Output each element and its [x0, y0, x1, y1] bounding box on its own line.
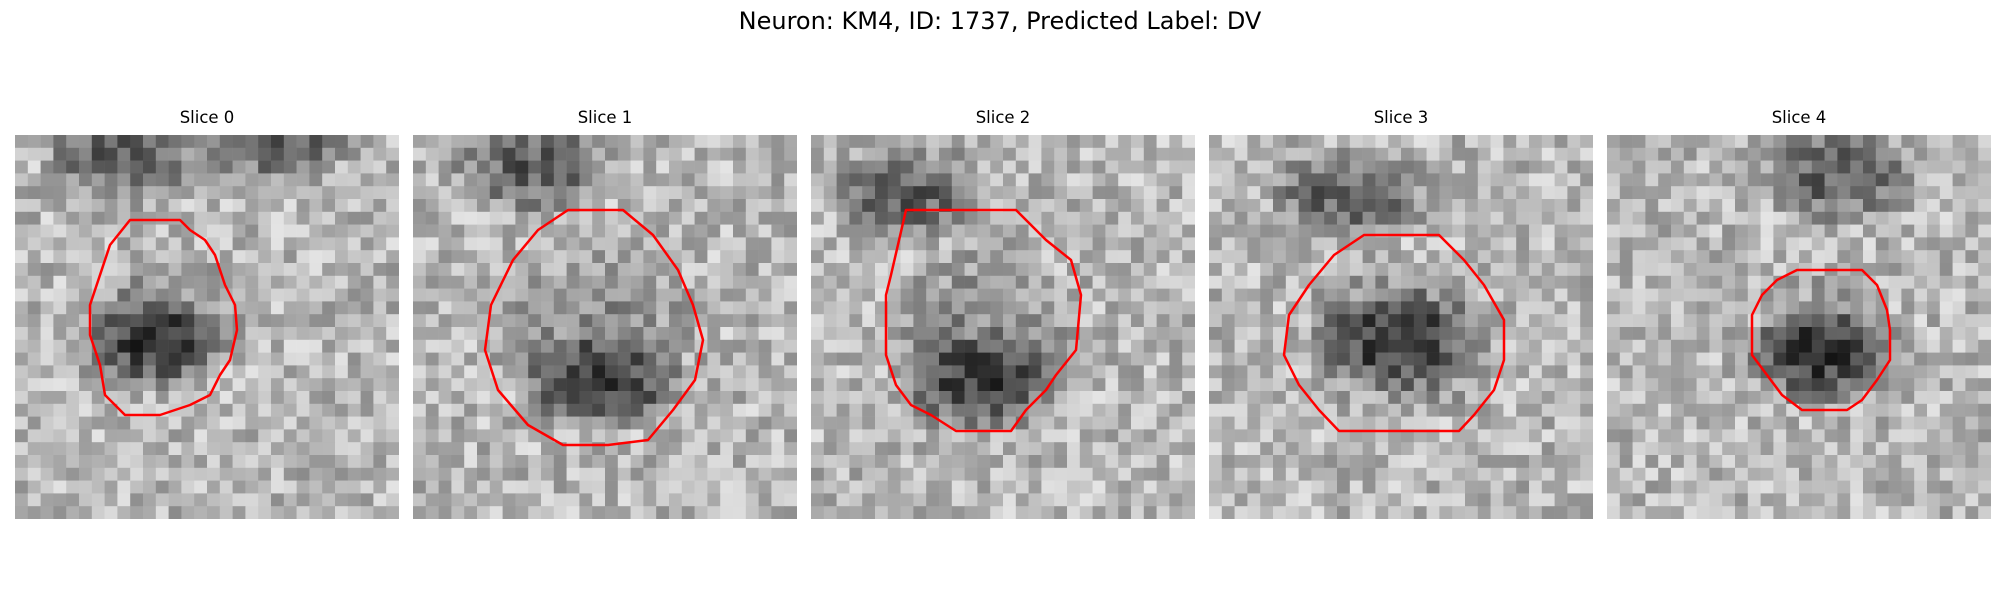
pixel-grid	[413, 135, 797, 519]
slice-title: Slice 4	[1771, 108, 1827, 127]
slice-title: Slice 3	[1373, 108, 1429, 127]
slice-title: Slice 2	[975, 108, 1031, 127]
slice-panel-2: Slice 2	[811, 108, 1195, 519]
figure-title: Neuron: KM4, ID: 1737, Predicted Label: …	[738, 7, 1262, 35]
slice-image-3	[1209, 135, 1593, 519]
contour-outline	[884, 208, 1083, 433]
slice-image-0	[15, 135, 399, 519]
slice-panel-3: Slice 3	[1209, 108, 1593, 519]
pixel-grid	[1209, 135, 1593, 519]
pixel-grid	[15, 135, 399, 519]
slice-title: Slice 0	[179, 108, 235, 127]
slice-image-4	[1607, 135, 1991, 519]
slice-image-1	[413, 135, 797, 519]
contour-outline	[1282, 233, 1506, 433]
slice-title: Slice 1	[577, 108, 633, 127]
contour-outline	[483, 208, 705, 447]
pixel-grid	[1607, 135, 1991, 519]
contour-outline	[1750, 268, 1892, 412]
pixel-grid	[811, 135, 1195, 519]
slice-panel-1: Slice 1	[413, 108, 797, 519]
slice-panel-4: Slice 4	[1607, 108, 1991, 519]
slice-image-2	[811, 135, 1195, 519]
slice-panel-0: Slice 0	[15, 108, 399, 519]
contour-outline	[88, 218, 239, 417]
